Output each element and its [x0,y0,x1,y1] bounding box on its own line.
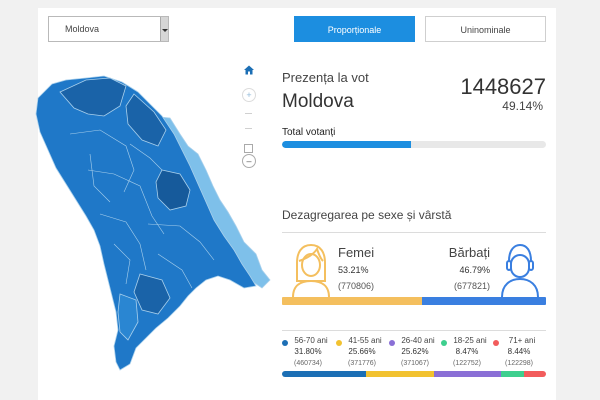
chevron-down-icon[interactable] [160,17,168,41]
male-label: Bărbați [448,245,490,260]
region-dropdown[interactable]: Moldova [48,16,169,42]
age-group-item: 41-55 ani 25.66% (371776) [336,335,388,370]
home-icon[interactable] [242,64,256,78]
total-voters-bar-fill [282,141,412,148]
breakdown-title: Dezagregarea pe sexe și vârstă [282,208,452,222]
zoom-out-icon[interactable]: – [242,154,256,168]
map-region-main [35,75,257,371]
age-group-dot-icon [336,340,342,346]
age-group-dot-icon [389,340,395,346]
zoom-slider-tick[interactable] [245,128,252,129]
presence-label: Prezența la vot [282,70,369,85]
age-group-item: 26-40 ani 25.62% (371067) [389,335,441,370]
divider [282,232,546,233]
zoom-slider-handle[interactable] [244,144,253,153]
map-region-southwest [117,293,139,341]
age-group-dot-icon [493,340,499,346]
female-label: Femei [338,245,375,260]
map-region-north [59,77,127,117]
tab-uninominale[interactable]: Uninominale [425,16,546,42]
gender-bar-male [422,297,546,305]
male-avatar-icon [501,243,539,297]
total-voters-bar [282,141,546,148]
map-region-capital [155,169,191,211]
map-region-south [133,273,171,315]
age-group-label: 18-25 ani [453,336,487,345]
male-percent: 46.79% [459,265,490,275]
map-region-center [125,93,167,147]
age-split-bar [282,371,546,377]
age-group-item: 18-25 ani 8.47% (122752) [441,335,493,370]
age-bar-segment [282,371,366,377]
female-count: (770806) [338,281,375,291]
age-group-count: (371067) [400,360,430,367]
age-group-item: 56-70 ani 31.80% (460734) [282,335,334,370]
map-district-borders [69,129,215,289]
gender-split-bar [282,297,546,305]
age-group-percent: 8.44% [507,347,531,356]
presence-region: Moldova [282,91,354,112]
age-group-percent: 31.80% [294,347,322,356]
age-bar-segment [365,371,434,377]
age-group-dot-icon [441,340,447,346]
age-bar-segment [433,371,502,377]
age-group-percent: 25.66% [348,347,376,356]
male-count: (677821) [453,281,490,291]
presence-percent: 49.14% [502,99,543,113]
age-group-count: (371776) [347,360,377,367]
age-group-count: (122752) [452,360,482,367]
zoom-slider-tick[interactable] [245,113,252,114]
age-group-count: (122298) [504,360,534,367]
female-percent: 53.21% [338,265,369,275]
age-group-label: 56-70 ani [294,336,328,345]
female-avatar-icon [292,243,330,297]
age-group-count: (460734) [293,360,323,367]
region-dropdown-value: Moldova [65,24,100,34]
zoom-in-icon[interactable]: + [242,88,256,102]
divider [282,330,546,331]
age-group-item: 71+ ani 8.44% (122298) [493,335,545,370]
age-group-label: 41-55 ani [348,336,382,345]
age-bar-segment [523,371,546,377]
age-group-percent: 8.47% [455,347,479,356]
age-group-label: 71+ ani [508,336,536,345]
age-group-dot-icon [282,340,288,346]
gender-bar-female [282,297,423,305]
total-voters-label: Total votanți [282,127,336,138]
age-bar-segment [501,371,524,377]
age-group-percent: 25.62% [401,347,429,356]
tab-proportionale[interactable]: Proporționale [294,16,415,42]
age-group-label: 26-40 ani [401,336,435,345]
presence-count: 1448627 [460,74,546,99]
moldova-map[interactable] [30,74,280,374]
